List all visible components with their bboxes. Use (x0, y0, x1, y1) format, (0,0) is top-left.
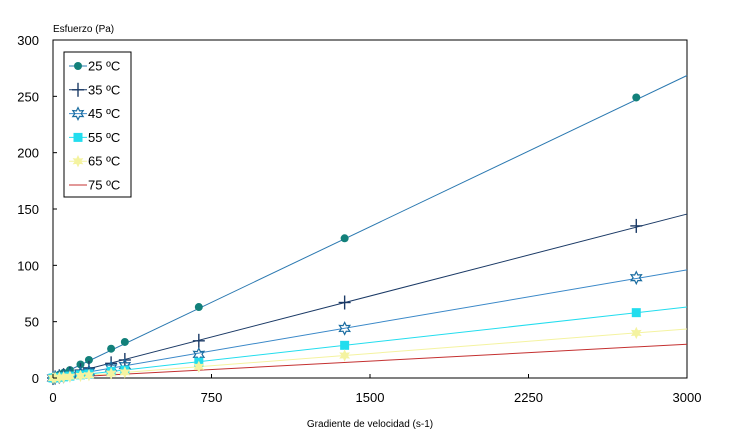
y-tick-label: 200 (17, 146, 39, 161)
legend-label: 65 ºC (88, 154, 120, 169)
legend-entry: 75 ºC (69, 178, 120, 193)
legend-marker (71, 106, 85, 121)
data-point (338, 295, 351, 310)
data-point (630, 326, 642, 340)
legend-entry: 45 ºC (69, 106, 120, 121)
legend-marker (72, 82, 84, 97)
data-point (120, 337, 129, 346)
legend-label: 35 ºC (88, 82, 120, 97)
data-point (64, 370, 76, 383)
data-point (339, 349, 351, 362)
y-tick-label: 300 (17, 33, 39, 48)
data-point (105, 367, 117, 380)
fit-line-45 (52, 269, 688, 379)
data-point (631, 308, 641, 318)
data-point (340, 234, 349, 243)
fit-line-65 (52, 328, 688, 379)
data-point (630, 218, 643, 233)
legend-box (63, 51, 132, 198)
x-axis-title: Gradiente de velocidad (s-1) (307, 419, 433, 430)
data-point (194, 303, 203, 312)
data-point (338, 321, 352, 336)
fit-line-75 (52, 343, 688, 379)
x-tick-label: 2250 (514, 390, 543, 405)
legend-label: 75 ºC (88, 178, 120, 193)
y-tick-label: 50 (25, 315, 39, 330)
fit-line-25 (52, 75, 688, 379)
legend-label: 45 ºC (88, 106, 120, 121)
y-axis-title: Esfuerzo (Pa) (53, 24, 114, 35)
data-point (192, 333, 205, 348)
legend-label: 25 ºC (88, 59, 120, 74)
legend-marker (73, 132, 83, 142)
data-markers (46, 93, 643, 386)
legend: 25 ºC 35 ºC 45 ºC 55 ºC 65 ºC 75 ºC (63, 51, 132, 198)
legend-entry: 25 ºC (69, 59, 120, 74)
y-axis: 0 50 100 150 200 250 300 (17, 33, 57, 386)
fit-line-55 (52, 306, 688, 379)
data-point (340, 340, 350, 350)
x-tick-label: 750 (201, 390, 223, 405)
data-point (84, 355, 93, 364)
legend-marker (74, 62, 82, 70)
legend-marker (72, 154, 84, 168)
y-tick-label: 250 (17, 89, 39, 104)
data-point (632, 93, 641, 102)
legend-label: 55 ºC (88, 130, 120, 145)
fit-lines (52, 75, 688, 379)
data-point (107, 344, 116, 353)
legend-entry: 65 ºC (69, 154, 120, 169)
x-tick-label: 3000 (673, 390, 702, 405)
data-point (193, 360, 205, 373)
y-tick-label: 100 (17, 258, 39, 273)
data-point (83, 368, 95, 382)
data-point (629, 270, 643, 286)
x-tick-label: 0 (49, 390, 56, 405)
data-point (119, 366, 131, 379)
legend-entry: 55 ºC (69, 130, 120, 145)
y-tick-label: 0 (32, 371, 39, 386)
legend-entry: 35 ºC (69, 82, 120, 97)
plot-area (52, 39, 688, 379)
x-tick-label: 1500 (356, 390, 385, 405)
fit-line-35 (52, 213, 688, 379)
y-tick-label: 150 (17, 202, 39, 217)
x-axis: 0 750 1500 2250 3000 (49, 374, 701, 405)
